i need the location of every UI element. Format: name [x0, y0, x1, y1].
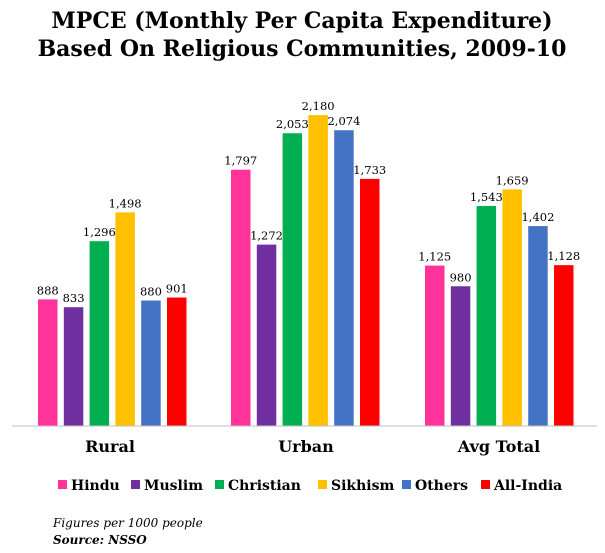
- legend-swatch-sikhism: [318, 480, 327, 489]
- bar-muslim-avg-total: [450, 286, 471, 426]
- data-label-all-india-avg-total: 1,128: [547, 249, 580, 263]
- data-label-muslim-avg-total: 980: [450, 270, 472, 284]
- chart-title-line-2: Based On Religious Communities, 2009-10: [38, 36, 567, 62]
- data-label-christian-rural: 1,296: [83, 225, 116, 239]
- bar-others-urban: [334, 130, 354, 426]
- bar-others-avg-total: [528, 226, 548, 426]
- note-figures: Figures per 1000 people: [52, 516, 203, 530]
- bar-christian-avg-total: [476, 205, 497, 426]
- data-label-hindu-urban: 1,797: [224, 154, 257, 168]
- bar-christian-rural: [89, 241, 110, 426]
- data-label-all-india-rural: 901: [166, 282, 188, 296]
- data-label-hindu-rural: 888: [37, 283, 59, 297]
- bar-christian-urban: [282, 133, 303, 427]
- data-label-others-urban: 2,074: [327, 114, 360, 128]
- legend-label-christian: Christian: [228, 478, 301, 494]
- category-label-urban: Urban: [278, 437, 334, 456]
- legend-swatch-muslim: [131, 480, 140, 489]
- data-label-christian-urban: 2,053: [276, 117, 309, 131]
- legend-swatch-hindu: [58, 480, 67, 489]
- bar-sikhism-urban: [308, 115, 328, 426]
- category-label-avg-total: Avg Total: [457, 437, 540, 456]
- bar-sikhism-rural: [115, 212, 135, 426]
- data-label-others-rural: 880: [140, 285, 162, 299]
- note-source: Source: NSSO: [53, 533, 147, 547]
- data-label-muslim-urban: 1,272: [250, 229, 283, 243]
- chart-title-line-1: MPCE (Monthly Per Capita Expenditure): [51, 8, 552, 34]
- data-label-others-avg-total: 1,402: [521, 210, 554, 224]
- legend-label-muslim: Muslim: [144, 478, 203, 494]
- data-label-all-india-urban: 1,733: [353, 163, 386, 177]
- bar-hindu-rural: [38, 299, 58, 426]
- bar-hindu-urban: [231, 169, 251, 426]
- legend: Hindu Muslim Christian Sikhism Others All-Ind…: [58, 478, 562, 494]
- bar-muslim-urban: [256, 244, 277, 426]
- data-label-sikhism-avg-total: 1,659: [496, 173, 529, 187]
- legend-swatch-others: [402, 480, 411, 489]
- bar-all-india-avg-total: [554, 265, 574, 426]
- legend-swatch-christian: [215, 480, 224, 489]
- category-label-rural: Rural: [85, 437, 135, 456]
- legend-label-others: Others: [415, 478, 468, 494]
- plot-area: 888 1,797 1,125 833 1,272 980 1,296 2,053 1,543 1…: [37, 99, 580, 427]
- data-label-hindu-avg-total: 1,125: [418, 250, 451, 264]
- legend-swatch-all-india: [481, 480, 490, 489]
- bar-all-india-rural: [167, 297, 187, 426]
- bar-all-india-urban: [360, 178, 380, 426]
- bar-sikhism-avg-total: [502, 189, 522, 426]
- legend-label-all-india: All-India: [493, 478, 562, 494]
- data-label-christian-avg-total: 1,543: [470, 190, 503, 204]
- bar-muslim-rural: [63, 307, 84, 426]
- data-label-sikhism-rural: 1,498: [109, 196, 142, 210]
- legend-label-sikhism: Sikhism: [331, 478, 395, 494]
- data-label-muslim-rural: 833: [63, 291, 85, 305]
- bar-hindu-avg-total: [425, 265, 445, 426]
- bar-others-rural: [141, 300, 161, 426]
- data-label-sikhism-urban: 2,180: [302, 99, 335, 113]
- legend-label-hindu: Hindu: [71, 478, 120, 494]
